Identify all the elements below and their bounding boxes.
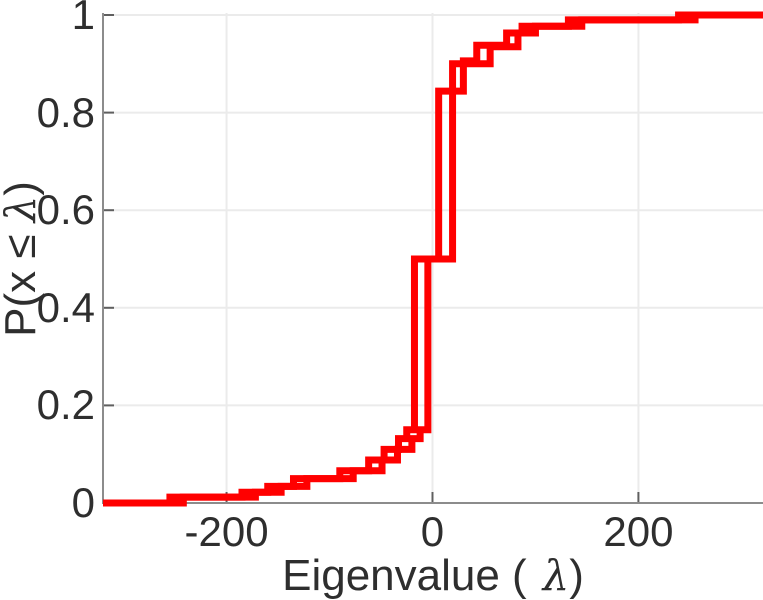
ecdf-curve-2	[103, 11, 763, 507]
y-axis-label-text: P(x ≤	[0, 222, 45, 337]
y-tick-label: 1	[71, 0, 95, 38]
x-tick-label: 0	[420, 508, 445, 555]
y-tick-label: 0.2	[36, 381, 95, 429]
lambda-symbol: λ	[0, 195, 45, 223]
x-axis-label-close: )	[569, 551, 584, 600]
y-axis-label: P(x ≤ λ)	[0, 109, 46, 409]
y-axis-label-close: )	[0, 181, 45, 196]
y-tick-label: 0	[71, 479, 95, 526]
x-axis-label-text: Eigenvalue (	[282, 551, 527, 600]
y-tick-label: 0.4	[36, 283, 95, 331]
x-tick-label: 200	[603, 508, 674, 555]
lambda-symbol: λ	[542, 551, 570, 600]
y-tick-label: 0.8	[36, 88, 95, 136]
y-tick-label: 0.6	[36, 186, 95, 234]
x-axis-label: Eigenvalue ( λ)	[0, 551, 763, 600]
x-tick-label: -200	[184, 508, 269, 555]
